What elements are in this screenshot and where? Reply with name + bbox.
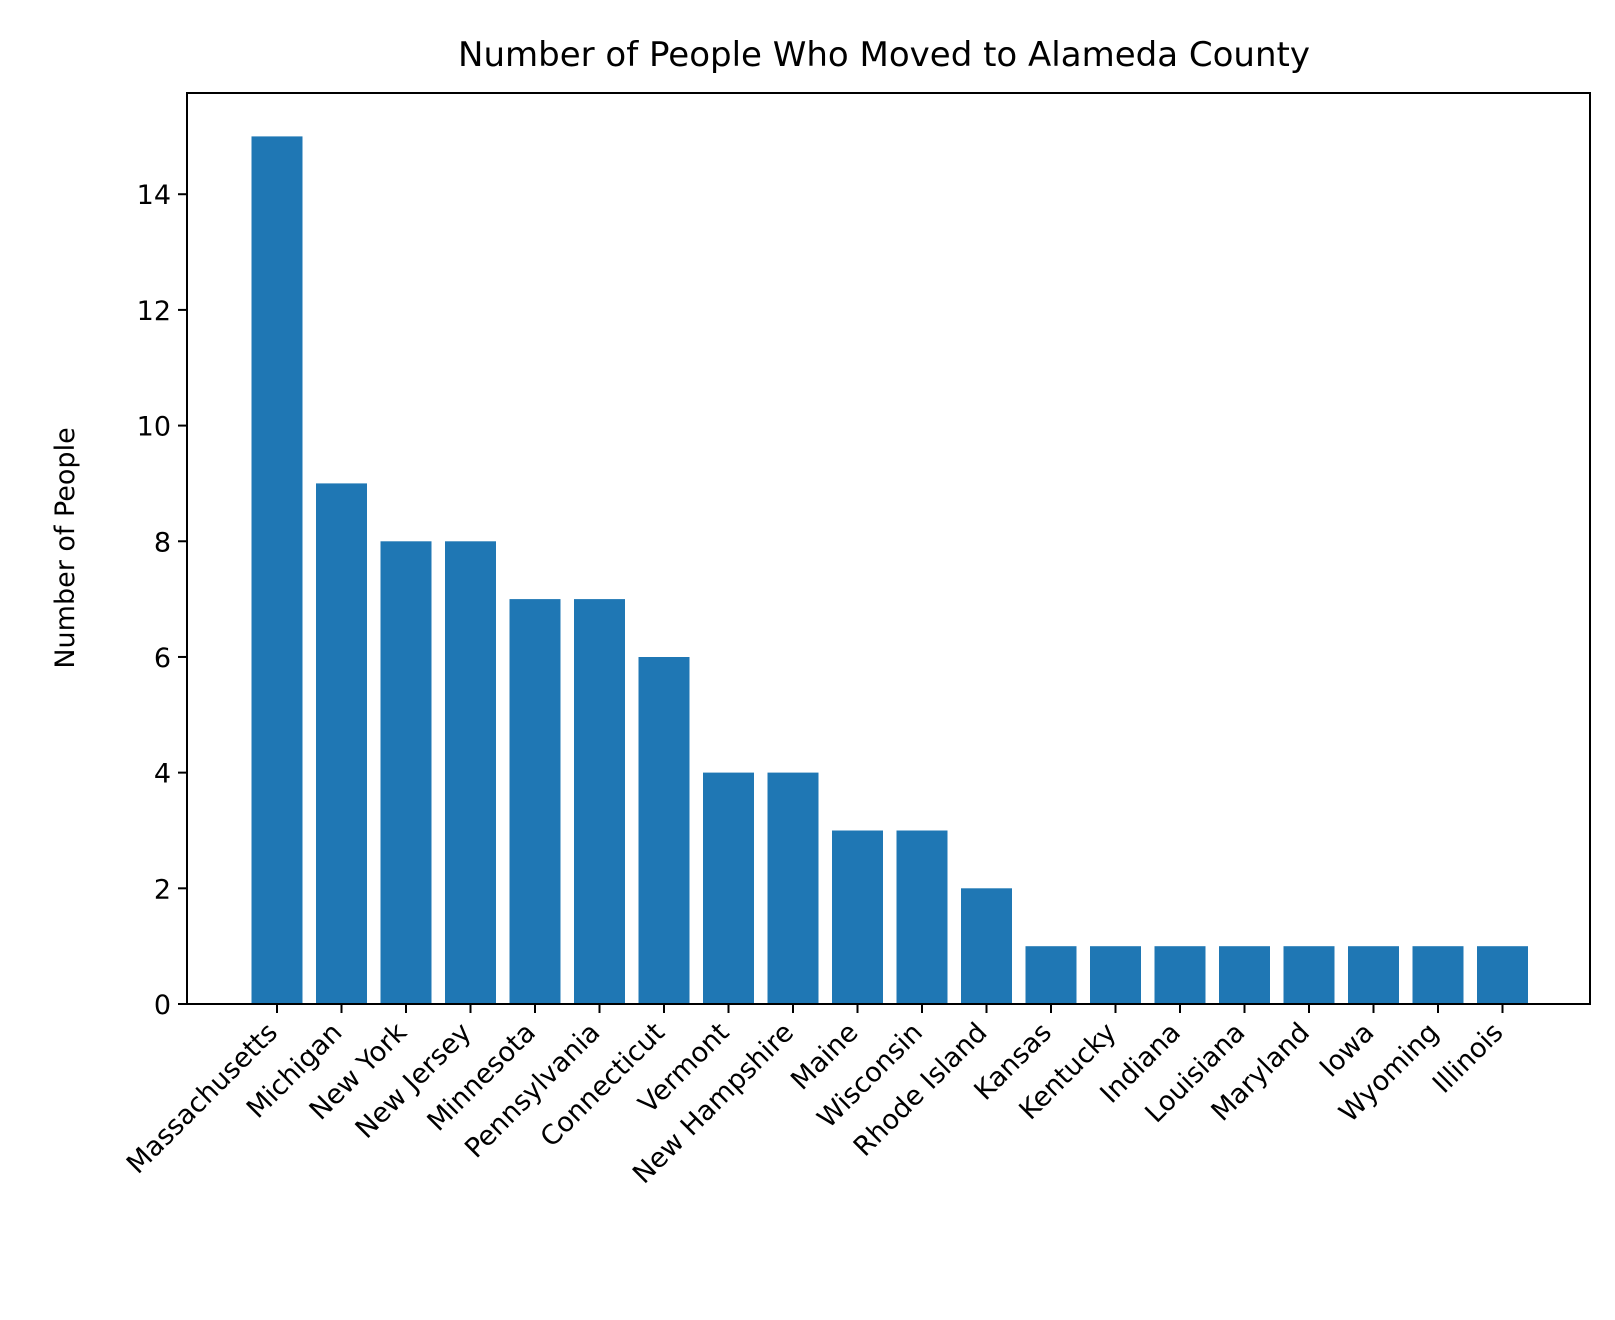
bar-new-hampshire: [767, 772, 819, 1004]
y-tick-label: 8: [154, 527, 171, 558]
y-axis: 0 2 4 6 8 10 12 14: [137, 180, 187, 1021]
y-tick-label: 4: [154, 759, 171, 790]
bar-illinois: [1477, 946, 1528, 1004]
bar-new-york: [380, 541, 432, 1004]
bar-indiana: [1154, 946, 1206, 1004]
bar-rhode-island: [961, 888, 1012, 1004]
bar-kentucky: [1090, 946, 1141, 1004]
bar-new-jersey: [445, 541, 496, 1004]
bar-michigan: [316, 483, 367, 1004]
bar-iowa: [1348, 946, 1399, 1004]
bar-maryland: [1283, 946, 1335, 1004]
bar-maine: [832, 830, 883, 1004]
bar-pennsylvania: [574, 599, 625, 1004]
y-tick-label: 14: [137, 180, 171, 211]
y-tick-label: 10: [137, 412, 171, 443]
bar-wyoming: [1412, 946, 1464, 1004]
plot-frame: [186, 92, 1591, 1005]
bar-kansas: [1025, 946, 1077, 1004]
x-tick-label: Illinois: [1427, 1017, 1509, 1099]
bar-wisconsin: [896, 830, 948, 1004]
bar-louisiana: [1219, 946, 1270, 1004]
chart-title: Number of People Who Moved to Alameda Co…: [458, 35, 1310, 75]
bar-minnesota: [509, 599, 561, 1004]
y-tick-label: 0: [154, 990, 171, 1021]
bars-layer: [251, 136, 1528, 1004]
bar-massachusetts: [251, 136, 303, 1004]
y-tick-label: 2: [154, 874, 171, 905]
y-tick-label: 6: [154, 643, 171, 674]
y-axis-label: Number of People: [50, 427, 81, 668]
y-tick-label: 12: [137, 296, 171, 327]
bar-vermont: [703, 772, 754, 1004]
bar-connecticut: [638, 657, 690, 1004]
